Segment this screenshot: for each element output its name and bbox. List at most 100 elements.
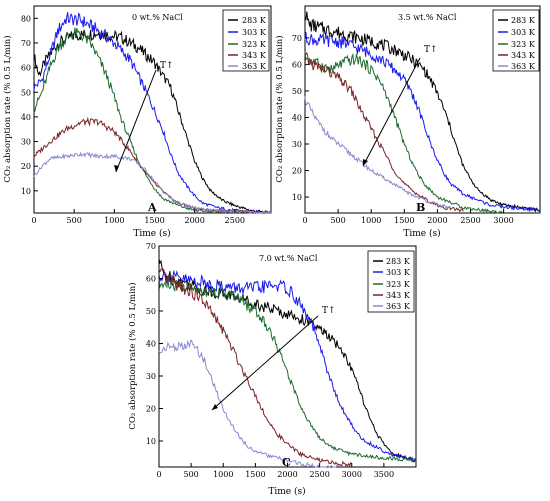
legend-label-363k: 363 K <box>386 302 411 311</box>
x-tick-label-b: 2000 <box>427 216 447 225</box>
x-tick-label-c: 1500 <box>245 470 265 479</box>
x-axis-label-b: Time (s) <box>403 228 440 239</box>
x-tick-label-a: 1000 <box>104 216 124 225</box>
annotation-a: 0 wt.% NaCl <box>132 13 183 22</box>
x-tick-label-c: 1000 <box>213 470 233 479</box>
y-tick-label-b: 30 <box>292 140 302 149</box>
series-layer-c <box>158 258 417 468</box>
panel-letter-a: A <box>147 201 157 214</box>
x-tick-label-c: 2500 <box>309 470 329 479</box>
panel-letter-c: C <box>282 456 291 469</box>
panel-c: 0 500 1000 1500 2000 2500 3000 3500 10 20 30 40 50 60… <box>127 242 417 497</box>
ticks-layer-c: 0 500 1000 1500 2000 2500 3000 3500 10 20 30 40 50 60… <box>146 242 394 479</box>
y-tick-label-c: 60 <box>146 275 156 284</box>
x-tick-label-b: 0 <box>302 216 307 225</box>
panel-b: 0 500 1000 1500 2000 2500 3000 10 20 30 40 50 60 70 2… <box>274 5 541 239</box>
y-tick-label-b: 20 <box>292 167 302 176</box>
y-tick-label-b: 60 <box>292 60 302 69</box>
y-tick-label-b: 10 <box>292 193 302 202</box>
x-tick-label-a: 0 <box>31 216 36 225</box>
x-tick-label-c: 2000 <box>277 470 297 479</box>
y-tick-label-c: 40 <box>146 340 156 349</box>
legend-label-323k: 323 K <box>386 280 411 289</box>
x-tick-label-c: 500 <box>183 470 198 479</box>
legend-label-323k: 323 K <box>242 40 267 49</box>
y-tick-label-c: 70 <box>146 242 156 251</box>
y-axis-label-a: CO₂ absorption rate (% 0.5 L/min) <box>2 35 13 182</box>
legend-label-363k: 363 K <box>242 62 267 71</box>
legend-label-343k: 343 K <box>386 291 411 300</box>
legend-label-363k: 363 K <box>511 62 536 71</box>
x-tick-label-b: 500 <box>330 216 345 225</box>
x-tick-label-a: 2500 <box>225 216 245 225</box>
panel-letter-b: B <box>416 201 425 214</box>
x-axis-label-c: Time (s) <box>268 486 305 497</box>
plot-frame-b <box>304 5 541 214</box>
legend-c: 283 K 303 K 323 K 343 K 363 K <box>367 250 415 313</box>
x-tick-label-a: 2000 <box>184 216 204 225</box>
series-line-363k-b <box>304 96 451 209</box>
series-layer-b <box>304 11 541 215</box>
ticks-layer-a: 0 500 1000 1500 2000 2500 10 20 30 40 50 60 70 80 <box>21 14 245 225</box>
legend-a: 283 K 303 K 323 K 343 K 363 K <box>222 9 270 72</box>
x-tick-label-b: 3000 <box>493 216 513 225</box>
y-tick-label-c: 10 <box>146 437 156 446</box>
x-tick-label-a: 500 <box>67 216 82 225</box>
series-line-323k-c <box>158 278 417 463</box>
y-tick-label-b: 50 <box>292 87 302 96</box>
legend-label-283k: 283 K <box>386 257 411 266</box>
x-tick-label-c: 0 <box>156 470 161 479</box>
y-tick-label-a: 30 <box>21 138 31 147</box>
y-tick-label-c: 50 <box>146 307 156 316</box>
y-tick-label-a: 40 <box>21 113 31 122</box>
legend-label-303k: 303 K <box>242 28 267 37</box>
series-line-303k-b <box>304 31 541 213</box>
x-tick-label-a: 1500 <box>144 216 164 225</box>
legend-label-343k: 343 K <box>511 51 536 60</box>
series-line-363k-a <box>33 151 272 215</box>
legend-label-283k: 283 K <box>511 16 536 25</box>
plot-frame-a <box>33 5 272 214</box>
x-tick-label-c: 3000 <box>342 470 362 479</box>
ticks-layer-b: 0 500 1000 1500 2000 2500 3000 10 20 30 40 50 60 70 <box>292 34 514 225</box>
series-line-363k-c <box>158 339 340 468</box>
annotation-b: 3.5 wt.% NaCl <box>398 13 457 22</box>
y-axis-label-b: CO₂ absorption rate (% 0.5 L/min) <box>274 35 285 182</box>
y-tick-label-a: 20 <box>21 162 31 171</box>
legend-label-283k: 283 K <box>242 16 267 25</box>
legend-label-303k: 303 K <box>511 28 536 37</box>
arrowhead-b <box>363 159 368 166</box>
annotation-c: 7.0 wt.% NaCl <box>259 254 318 263</box>
series-line-303k-c <box>158 269 417 462</box>
series-line-283k-a <box>33 29 272 215</box>
y-tick-label-a: 50 <box>21 88 31 97</box>
legend-b: 283 K 303 K 323 K 343 K 363 K <box>492 9 540 72</box>
x-axis-label-a: Time (s) <box>133 228 170 239</box>
legend-label-323k: 323 K <box>511 40 536 49</box>
y-tick-label-a: 70 <box>21 39 31 48</box>
arrow-label-b: T↑ <box>424 45 438 55</box>
trend-arrow-a <box>115 69 157 173</box>
arrow-label-a: T↑ <box>160 61 174 71</box>
y-tick-label-b: 40 <box>292 113 302 122</box>
x-tick-label-b: 1000 <box>361 216 381 225</box>
y-tick-label-a: 60 <box>21 64 31 73</box>
y-tick-label-a: 80 <box>21 14 31 23</box>
y-tick-label-a: 10 <box>21 187 31 196</box>
series-line-343k-a <box>33 116 271 214</box>
panel-a: 0 500 1000 1500 2000 2500 10 20 30 40 50 60 70 80 283… <box>2 5 272 239</box>
y-axis-label-c: CO₂ absorption rate (% 0.5 L/min) <box>127 282 138 429</box>
x-tick-label-b: 1500 <box>394 216 414 225</box>
arrowhead-a <box>114 165 119 172</box>
legend-label-343k: 343 K <box>242 51 267 60</box>
y-tick-label-c: 20 <box>146 405 156 414</box>
series-line-343k-b <box>304 51 464 213</box>
y-tick-label-b: 70 <box>292 34 302 43</box>
series-line-323k-b <box>304 51 504 215</box>
x-tick-label-c: 3500 <box>374 470 394 479</box>
y-tick-label-c: 30 <box>146 372 156 381</box>
trend-arrow-b <box>362 57 421 167</box>
trend-arrow-c <box>211 315 319 411</box>
arrowhead-c <box>212 404 218 410</box>
